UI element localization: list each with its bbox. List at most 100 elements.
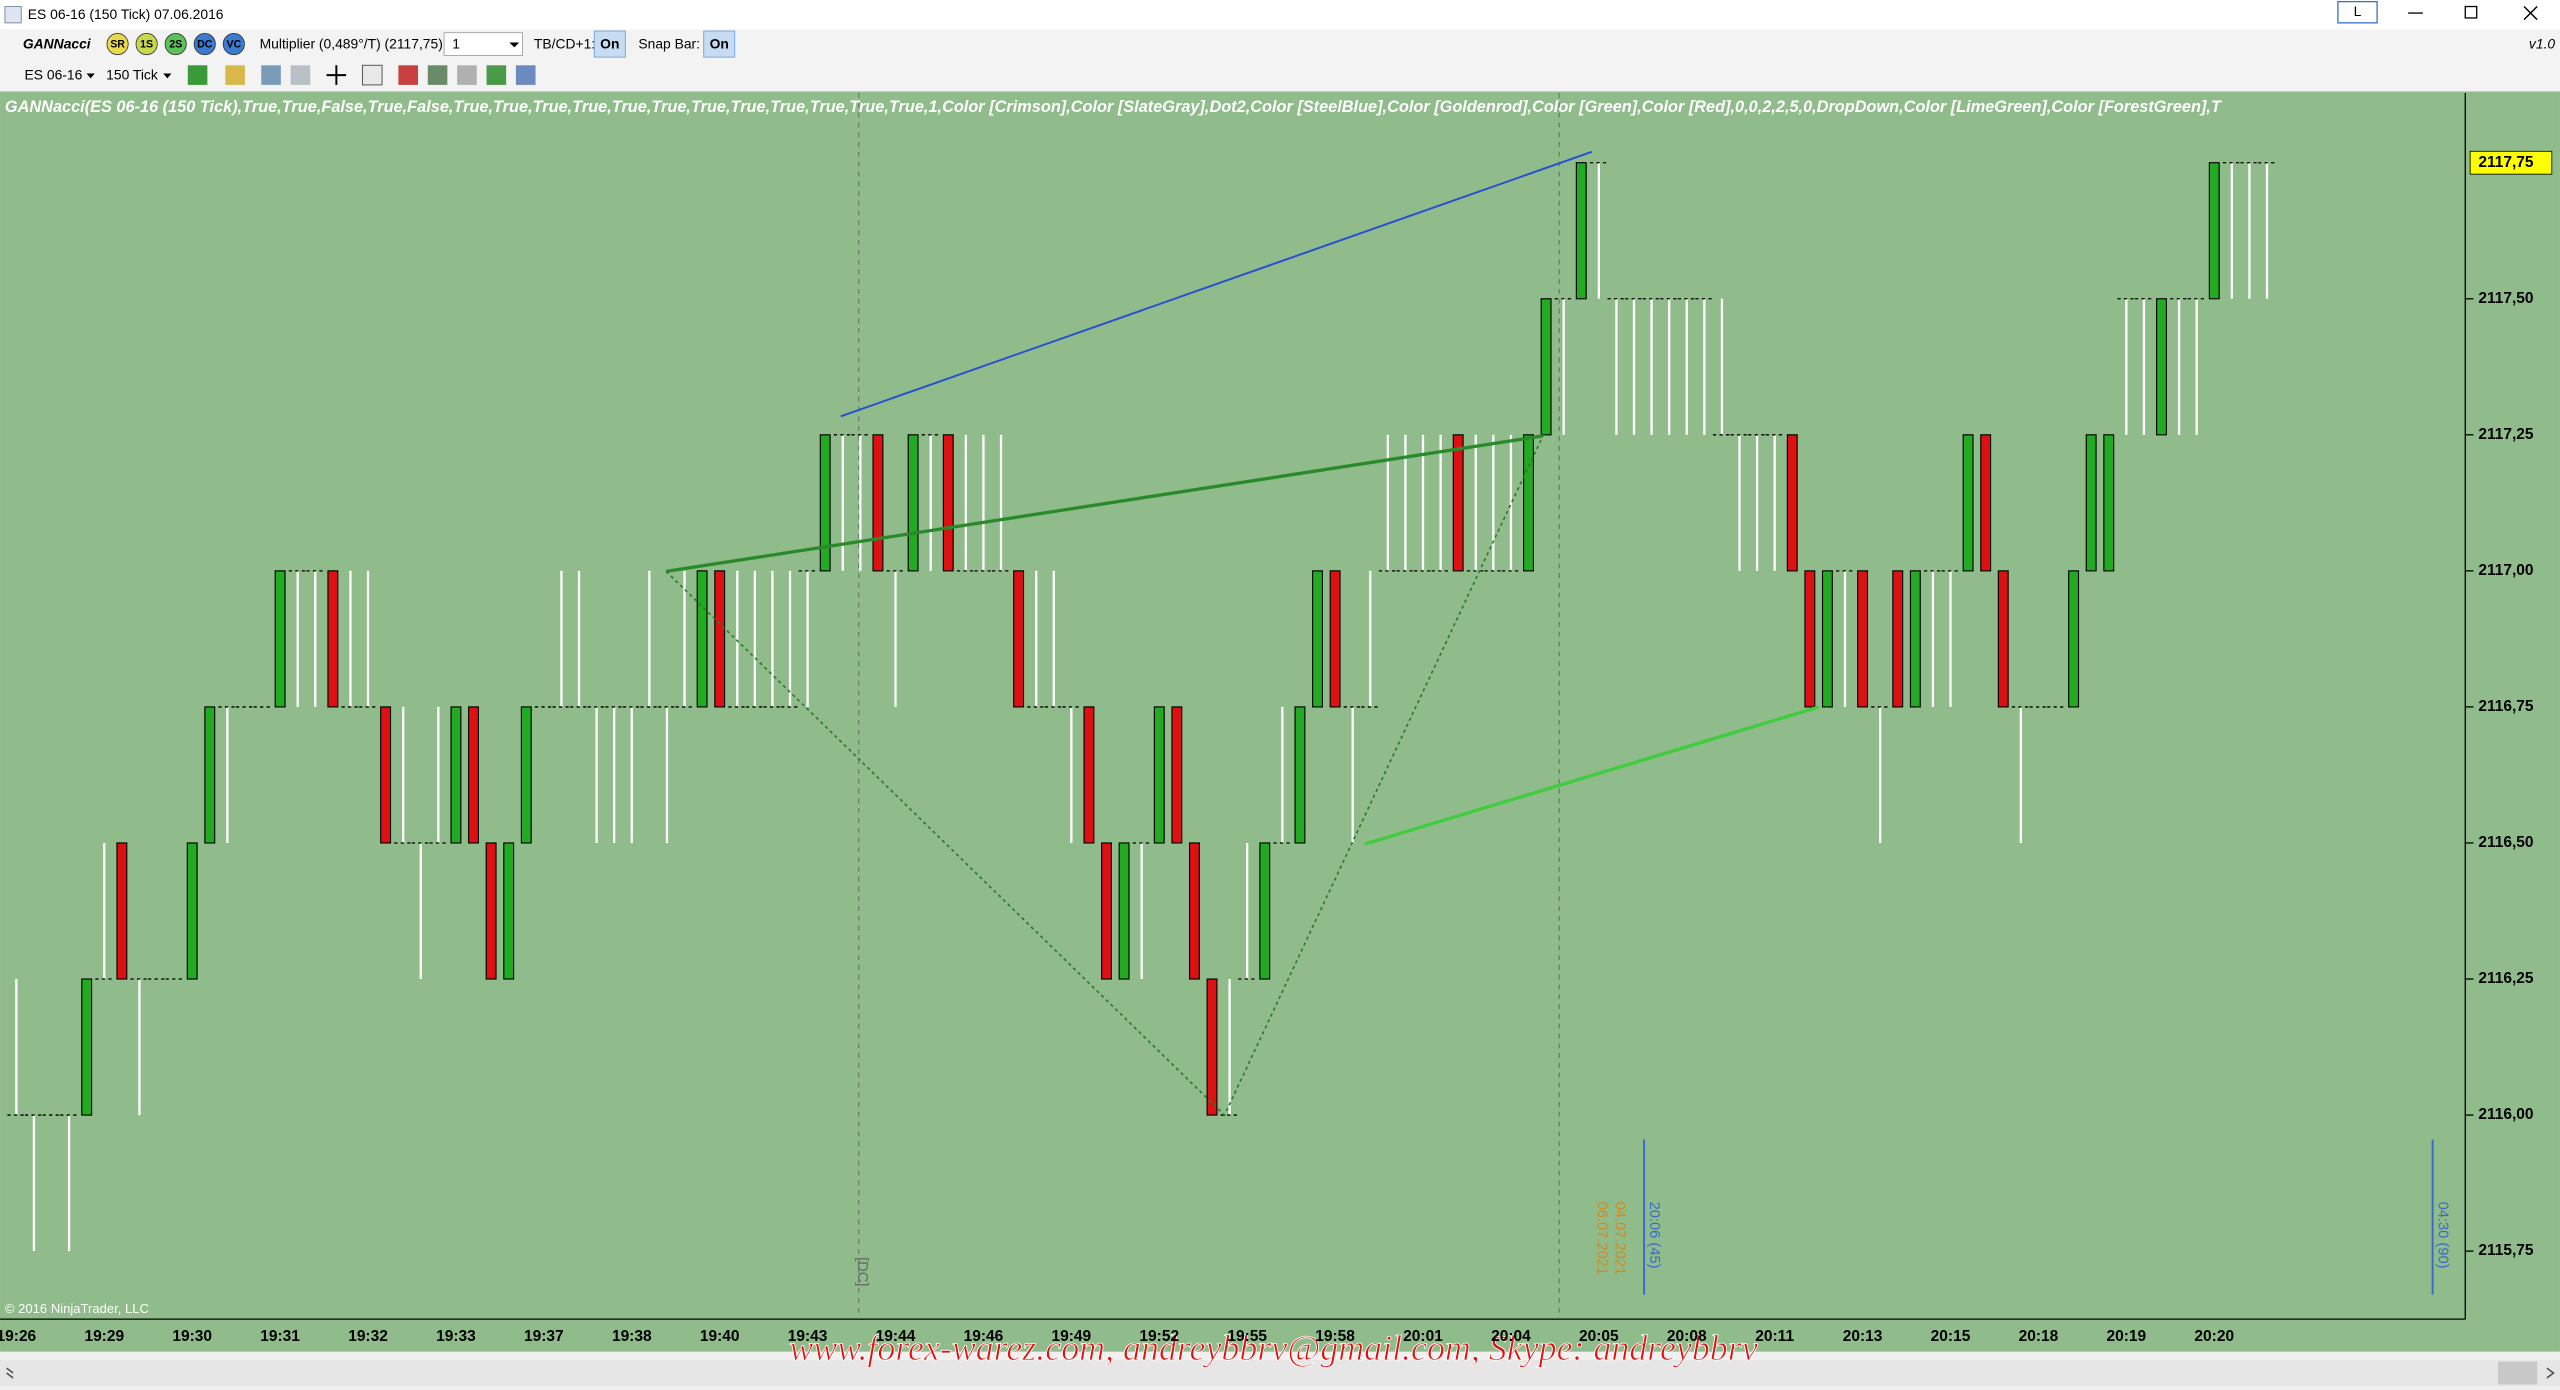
zoom-icon[interactable]: [361, 64, 383, 86]
last-price-label: 2117,75: [2478, 154, 2534, 171]
indicator-badge[interactable]: [106, 33, 129, 56]
instrument-selector[interactable]: ES 06-16: [25, 67, 83, 83]
x-tick-label: 20:13: [1843, 1328, 1883, 1345]
trend-line[interactable]: [1364, 705, 1820, 846]
x-tick-label: 20:18: [2019, 1328, 2059, 1345]
dropdown-arrow: [509, 42, 520, 48]
badge-group: SR 1S 2S DC VC: [106, 33, 245, 56]
y-tick-label: 2116,50: [2478, 834, 2533, 851]
candle-body: [1540, 298, 1552, 436]
candle-body: [819, 434, 831, 572]
candle-body: [1452, 434, 1464, 572]
multiplier-value: 1: [452, 36, 460, 52]
y-tick-label: 2116,00: [2478, 1106, 2533, 1123]
trend-line[interactable]: [665, 434, 1544, 574]
candle-body: [1909, 570, 1921, 708]
candle-body: [1188, 842, 1200, 980]
toolbar-row-1: [0, 29, 2560, 61]
panel-icon[interactable]: [515, 65, 536, 85]
y-tick-label: 2117,25: [2478, 426, 2534, 443]
pin-icon[interactable]: [290, 65, 311, 85]
window-l-button[interactable]: [2337, 0, 2378, 24]
snap-label: Snap Bar:: [638, 36, 700, 52]
candle-body: [1962, 434, 1974, 572]
plot-area: [7, 93, 2276, 1320]
candle-body: [81, 978, 93, 1116]
image-icon[interactable]: [457, 65, 477, 85]
candle-body: [1171, 706, 1183, 844]
scroll-thumb[interactable]: [2497, 1361, 2538, 1385]
candle-body: [696, 570, 708, 708]
y-tick-label: 2115,75: [2478, 1242, 2534, 1259]
x-tick-label: 19:52: [1139, 1328, 1179, 1345]
x-tick-label: 19:26: [0, 1328, 37, 1345]
x-tick-label: 20:19: [2107, 1328, 2147, 1345]
window-l-label: L: [2354, 3, 2362, 19]
candle-body: [714, 570, 726, 708]
x-tick-label: 20:05: [1579, 1328, 1619, 1345]
x-tick-label: 19:55: [1227, 1328, 1267, 1345]
candle-body: [503, 842, 515, 980]
money-icon[interactable]: [486, 65, 507, 85]
x-tick-label: 20:01: [1403, 1328, 1443, 1345]
indicator-name: GANNacci: [23, 36, 92, 52]
crosshair-icon[interactable]: [326, 65, 347, 85]
candle-body: [1083, 706, 1095, 844]
snap-state: On: [710, 36, 729, 52]
dropdown-arrow: [163, 73, 172, 79]
y-tick-label: 2116,25: [2478, 970, 2534, 987]
candle-body: [1294, 706, 1306, 844]
candle-body: [1118, 842, 1130, 980]
candle-body: [1101, 842, 1112, 980]
indicator-badge[interactable]: [164, 33, 187, 56]
x-tick-label: 20:11: [1755, 1328, 1794, 1345]
copyright: © 2016 NinjaTrader, LLC: [5, 1301, 149, 1316]
bar-type-icon[interactable]: [187, 65, 208, 85]
candle-body: [1329, 570, 1341, 708]
candle-body: [116, 842, 128, 980]
candle-body: [2068, 570, 2080, 708]
scrollbar[interactable]: [0, 1359, 2560, 1387]
x-tick-label: 19:31: [260, 1328, 300, 1345]
indicator-badge[interactable]: [135, 33, 158, 56]
indicator-badge[interactable]: [222, 33, 245, 56]
candle-body: [2085, 434, 2097, 572]
tbcd-state: On: [600, 36, 619, 52]
candle-body: [907, 434, 919, 572]
tbcd-toggle[interactable]: [593, 30, 626, 58]
candle-body: [485, 842, 497, 980]
toolbar-icons: [187, 64, 536, 86]
badge-label: VC: [226, 39, 241, 51]
template-icon[interactable]: [427, 65, 448, 85]
x-tick-label: 19:29: [84, 1328, 124, 1345]
drawing-label: [DC]: [854, 1257, 870, 1286]
trend-line[interactable]: [840, 150, 1593, 418]
version-label: v1.0: [2529, 36, 2555, 52]
x-tick-label: 19:43: [788, 1328, 828, 1345]
y-tick-label: 2116,75: [2478, 698, 2534, 715]
close-button[interactable]: [2523, 6, 2538, 21]
candle-body: [1523, 434, 1534, 572]
candle-body: [1206, 978, 1218, 1116]
candle-body: [1575, 162, 1587, 300]
pin-icon[interactable]: [261, 65, 281, 85]
draw-icon[interactable]: [225, 65, 245, 85]
candle-body: [1153, 706, 1165, 844]
candle-body: [2103, 434, 2115, 572]
toolbar-row-2: [0, 60, 2560, 92]
period-selector[interactable]: 150 Tick: [106, 67, 158, 83]
candle-body: [204, 706, 216, 844]
snap-toggle[interactable]: [703, 30, 736, 58]
candle-body: [1804, 570, 1816, 708]
indicator-badge[interactable]: [193, 33, 216, 56]
tbcd-label: TB/CD+1:: [534, 36, 595, 52]
restore-button[interactable]: [2464, 5, 2478, 19]
scroll-arrows[interactable]: [6, 1367, 2555, 1379]
multiplier-input[interactable]: [443, 32, 523, 56]
props-icon[interactable]: [398, 65, 418, 85]
x-tick-label: 19:32: [348, 1328, 388, 1345]
swing-line[interactable]: [665, 435, 1544, 1117]
chart-background: [0, 91, 2560, 1352]
drawing-objects: [DC] 06.07.2021 04.07.2021 20:06 (45) 04…: [665, 150, 2451, 1295]
